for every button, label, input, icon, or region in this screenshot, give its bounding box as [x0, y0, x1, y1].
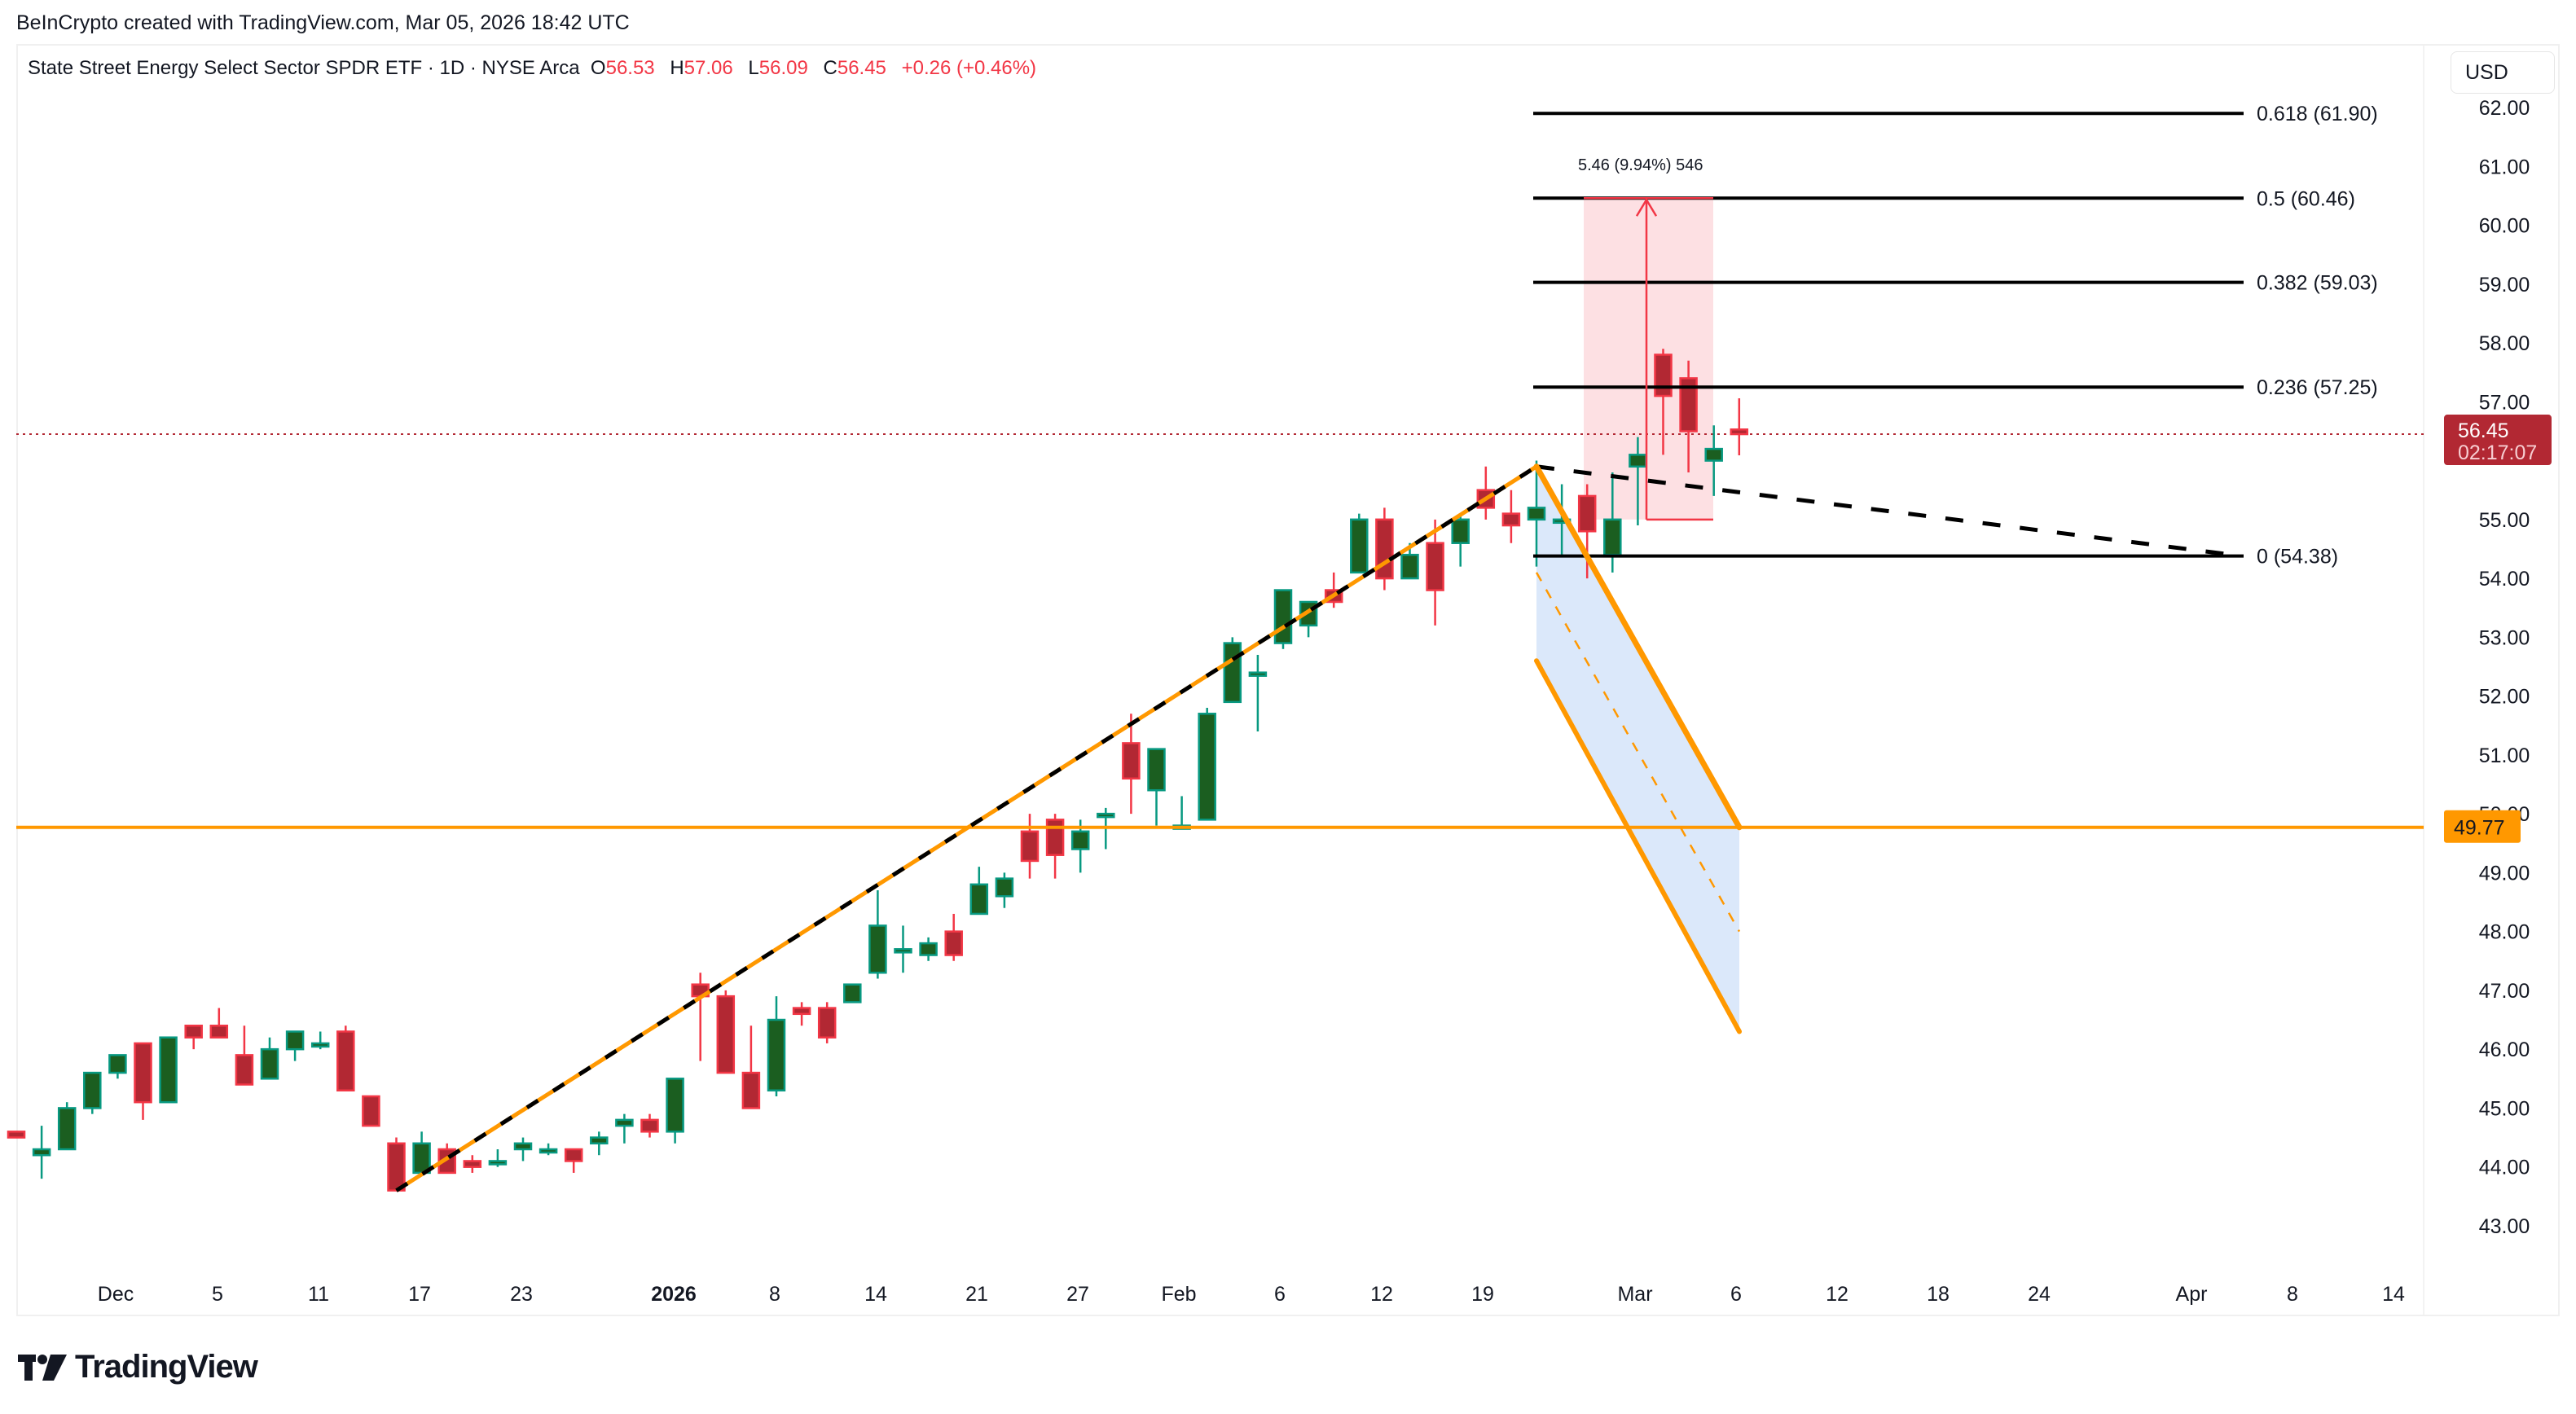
- high-value: 57.06: [684, 57, 733, 79]
- symbol-title: State Street Energy Select Sector SPDR E…: [28, 57, 580, 79]
- open-value: 56.53: [605, 57, 655, 79]
- tradingview-logo[interactable]: TradingView: [18, 1349, 258, 1385]
- high-label: H: [670, 57, 684, 79]
- chart-frame[interactable]: [16, 44, 2560, 1316]
- low-label: L: [748, 57, 759, 79]
- close-value: 56.45: [837, 57, 886, 79]
- low-value: 56.09: [758, 57, 808, 79]
- tradingview-logo-icon: [18, 1354, 67, 1381]
- brand-name: TradingView: [75, 1349, 258, 1385]
- close-label: C: [823, 57, 837, 79]
- change-value: +0.26 (+0.46%): [901, 57, 1037, 79]
- symbol-legend: State Street Energy Select Sector SPDR E…: [28, 57, 1046, 80]
- currency-button[interactable]: USD: [2451, 51, 2555, 94]
- chart-credit: BeInCrypto created with TradingView.com,…: [16, 11, 630, 34]
- open-label: O: [590, 57, 606, 79]
